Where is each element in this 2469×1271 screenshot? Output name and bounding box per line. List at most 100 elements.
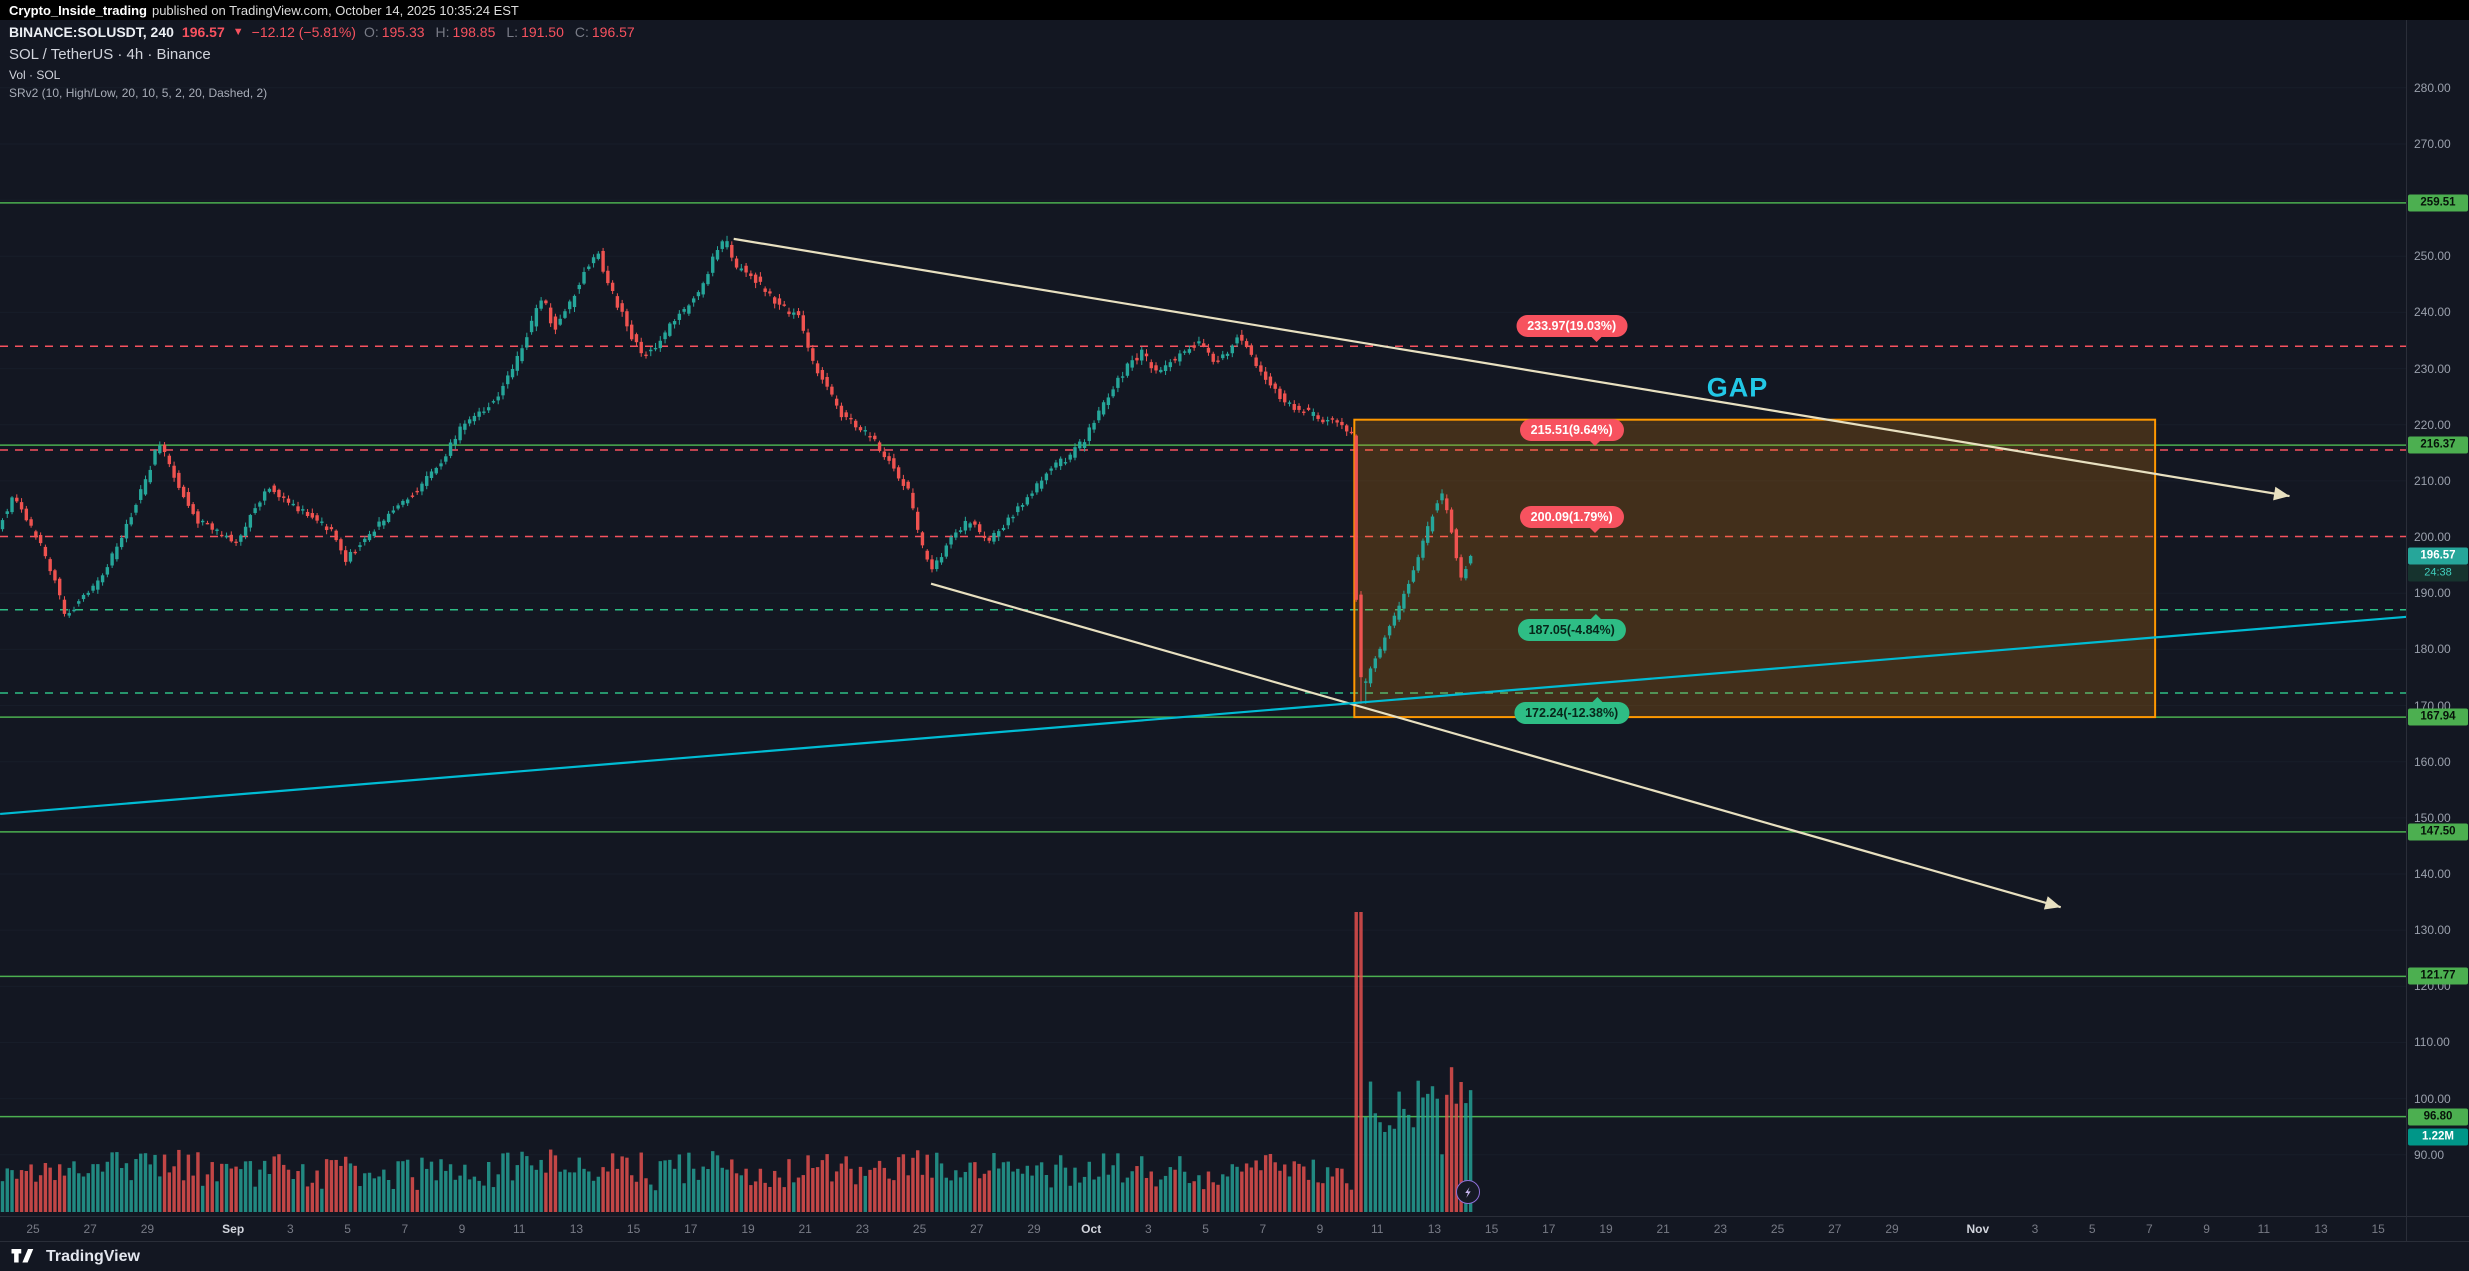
time-label: 5 [344, 1222, 351, 1236]
pill-pointer-icon [1587, 438, 1602, 453]
time-label: 7 [2146, 1222, 2153, 1236]
price-tick: 200.00 [2414, 530, 2451, 545]
gap-zone-box[interactable] [1353, 418, 2157, 719]
price-tick: 160.00 [2414, 754, 2451, 769]
price-tick: 90.00 [2414, 1147, 2445, 1162]
pill-pointer-icon [1588, 607, 1603, 621]
level-pill[interactable]: 233.97(19.03%) [1516, 315, 1628, 343]
close-value: 196.57 [591, 24, 635, 40]
time-label: 23 [855, 1222, 870, 1236]
time-label: 17 [1542, 1222, 1556, 1236]
high-field: H: 198.85 [436, 24, 499, 40]
time-label: 9 [2203, 1222, 2210, 1236]
upper-descending-trendline[interactable] [733, 237, 2290, 498]
price-tick: 210.00 [2414, 473, 2451, 488]
time-label: 3 [1145, 1222, 1152, 1236]
level-pill[interactable]: 215.51(9.64%) [1519, 418, 1624, 446]
time-label: 15 [626, 1222, 641, 1236]
attribution-bar: Crypto_Inside_trading published on Tradi… [0, 0, 2469, 20]
pill-pointer-icon [1589, 335, 1604, 349]
time-label: Oct [1081, 1222, 1102, 1236]
time-label: 7 [1259, 1222, 1267, 1236]
open-label: O: [363, 24, 379, 40]
price-tick: 230.00 [2414, 361, 2451, 376]
time-label: 29 [1885, 1222, 1899, 1236]
level-pill[interactable]: 200.09(1.79%) [1519, 505, 1624, 533]
time-label: 17 [684, 1222, 698, 1236]
lightning-icon[interactable] [1456, 1180, 1480, 1204]
high-value: 198.85 [452, 24, 496, 40]
time-label: Nov [1966, 1222, 1990, 1236]
price-tick: 240.00 [2414, 305, 2451, 320]
time-label: 29 [140, 1222, 155, 1236]
last-price: 196.57 [181, 24, 225, 40]
sr-level-label: 121.77 [2408, 967, 2468, 985]
volume-bars[interactable] [0, 912, 1473, 1212]
attribution-text: published on TradingView.com, October 14… [151, 2, 519, 18]
time-label: 27 [83, 1222, 97, 1236]
price-tick: 190.00 [2414, 586, 2451, 601]
price-tick: 180.00 [2414, 642, 2451, 657]
sr-level-label: 167.94 [2408, 708, 2468, 726]
ascending-support-trendline[interactable] [0, 615, 2407, 816]
price-tick: 150.00 [2414, 810, 2451, 825]
price-tick: 270.00 [2414, 136, 2451, 151]
level-pill[interactable]: 187.05(-4.84%) [1517, 613, 1626, 641]
footer-brand[interactable]: TradingView [46, 1247, 140, 1265]
arrowhead-icon [2273, 486, 2290, 501]
author-name: Crypto_Inside_trading [9, 2, 147, 18]
price-tick: 250.00 [2414, 249, 2451, 264]
legend-volume-line[interactable]: Vol · SOL [9, 68, 61, 82]
chart-legend: SOL / TetherUS · 4h · Binance Vol · SOL … [9, 46, 267, 100]
time-label: 11 [512, 1222, 526, 1236]
bar-countdown-label: 24:38 [2408, 564, 2468, 582]
price-tick: 130.00 [2414, 923, 2451, 938]
legend-symbol-line[interactable]: SOL / TetherUS · 4h · Binance [9, 46, 211, 63]
tradingview-logo-icon[interactable] [10, 1246, 37, 1267]
time-label: 19 [1599, 1222, 1613, 1236]
time-label: 23 [1713, 1222, 1728, 1236]
volume-value-label: 1.22M [2408, 1128, 2468, 1146]
lower-descending-trendline[interactable] [930, 582, 2062, 909]
time-label: 25 [26, 1222, 40, 1236]
candles[interactable] [0, 235, 1473, 704]
legend-srv2-line[interactable]: SRv2 (10, High/Low, 20, 10, 5, 2, 20, Da… [9, 86, 268, 100]
time-axis[interactable]: 25 27 29 Sep 3 5 7 9 11 13 15 17 19 21 23 25 27 29 Oct 3 5 7 9… [0, 1216, 2469, 1242]
open-value: 195.33 [381, 24, 425, 40]
time-label: 11 [2257, 1222, 2271, 1236]
lightning-bolt-glyph [1464, 1186, 1471, 1198]
time-label: 3 [287, 1222, 294, 1236]
time-label: 19 [741, 1222, 755, 1236]
time-label: 15 [1484, 1222, 1499, 1236]
time-label: 3 [2031, 1222, 2039, 1236]
high-label: H: [435, 24, 450, 40]
gap-annotation[interactable]: GAP [1706, 372, 1769, 403]
close-label: C: [574, 24, 589, 40]
price-axis[interactable]: 280.00270.00260.00250.00240.00230.00220.… [2406, 0, 2469, 1241]
time-label: 21 [798, 1222, 812, 1236]
price-tick: 110.00 [2414, 1035, 2450, 1050]
time-label: 7 [401, 1222, 409, 1236]
sr-level-label: 259.51 [2408, 194, 2468, 212]
time-label: 9 [458, 1222, 466, 1236]
level-pill[interactable]: 172.24(-12.38%) [1514, 696, 1630, 724]
time-label: 13 [569, 1222, 584, 1236]
low-field: L: 191.50 [506, 24, 567, 40]
time-label: Sep [222, 1222, 245, 1236]
current-price-label: 196.57 [2408, 547, 2468, 565]
time-label: 13 [2314, 1222, 2328, 1236]
time-label: 9 [1316, 1222, 1324, 1236]
pill-pointer-icon [1587, 525, 1602, 540]
time-label: 29 [1027, 1222, 1041, 1236]
symbol-ohlc-row: BINANCE:SOLUSDT, 240 196.57 ▼ −12.12 (−5… [9, 22, 638, 42]
price-tick: 220.00 [2414, 417, 2451, 432]
price-change: −12.12 (−5.81%) [251, 24, 356, 40]
time-label: 25 [1770, 1222, 1785, 1236]
time-label: 27 [970, 1222, 984, 1236]
pill-pointer-icon [1589, 690, 1604, 704]
time-label: 25 [912, 1222, 927, 1236]
price-tick: 140.00 [2414, 867, 2451, 881]
sr-level-label: 147.50 [2408, 823, 2468, 841]
